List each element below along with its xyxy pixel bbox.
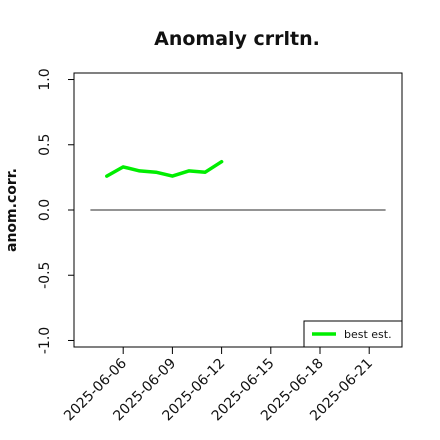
plot-layer: -1.0-0.50.00.51.02025-06-062025-06-09202…	[37, 68, 403, 424]
y-tick-label: 0.5	[37, 134, 53, 156]
y-tick-label: 0.0	[37, 199, 53, 221]
series-line	[105, 159, 224, 178]
chart-title: Anomaly crrltn.	[154, 28, 320, 50]
y-tick-label: -1.0	[37, 327, 53, 354]
y-axis-label: anom.corr.	[4, 168, 20, 252]
legend-label: best est.	[344, 328, 392, 341]
y-tick-label: 1.0	[37, 68, 53, 90]
y-tick-label: -0.5	[37, 262, 53, 289]
